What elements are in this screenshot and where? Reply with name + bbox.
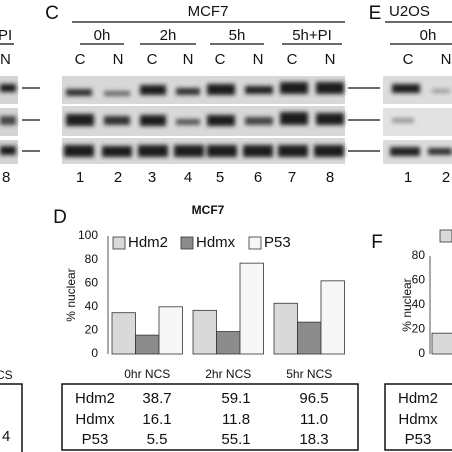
- y-axis-label: % nuclear: [400, 278, 414, 331]
- y-tick-label: 60: [412, 273, 426, 287]
- lane-number: 6: [254, 169, 262, 186]
- lane-number: 8: [2, 169, 10, 186]
- bar: [431, 332, 452, 355]
- timepoint-label: PI: [0, 27, 12, 44]
- y-tick-label: 40: [85, 299, 99, 313]
- table-cell: 5.5: [147, 431, 168, 448]
- timepoint-label: 5h+PI: [292, 27, 332, 44]
- table-cell: Hdm2: [75, 390, 115, 407]
- legend-swatch: [180, 236, 194, 250]
- panel-title: MCF7: [188, 3, 229, 20]
- bar: [135, 334, 160, 355]
- table-cell: P53: [82, 431, 109, 448]
- y-tick-label: 80: [412, 248, 426, 262]
- table-cell: 4: [2, 428, 10, 445]
- legend-label: Hdmx: [196, 234, 236, 251]
- lane-label: N: [113, 51, 124, 68]
- x-tick-label: 0hr NCS: [124, 367, 170, 381]
- table-frame: [0, 383, 23, 452]
- timepoint-label: 5h: [229, 27, 246, 44]
- lane-number: 1: [76, 169, 84, 186]
- lane-label: C: [147, 51, 158, 68]
- y-tick-label: 0: [91, 346, 98, 360]
- panel-letter: C: [45, 3, 59, 24]
- lane-label: N: [0, 51, 11, 68]
- panel-letter: E: [369, 3, 382, 24]
- connector-lines: [0, 21, 452, 152]
- y-tick-label: 20: [85, 323, 99, 337]
- table-frame: [384, 383, 452, 451]
- lane-label: N: [253, 51, 264, 68]
- table-cell: 11.0: [300, 411, 328, 428]
- table-cell: 38.7: [142, 390, 171, 407]
- lane-label: N: [325, 51, 336, 68]
- bar: [111, 312, 136, 355]
- table-cell: 96.5: [299, 390, 328, 407]
- bar: [320, 280, 345, 355]
- legend-swatch: [439, 229, 452, 243]
- y-tick-label: 20: [412, 322, 426, 336]
- y-tick-label: 80: [85, 252, 99, 266]
- table-cell: Hdmx: [398, 411, 438, 428]
- table-cell: Hdm2: [398, 390, 438, 407]
- lane-number: 7: [288, 169, 296, 186]
- legend-swatch: [248, 236, 262, 250]
- legend-label: P53: [264, 234, 291, 251]
- lane-number: 1: [404, 169, 412, 186]
- panel-letter: D: [53, 207, 67, 228]
- lane-number: 2: [114, 169, 122, 186]
- lane-label: N: [441, 51, 452, 68]
- table-frame: [61, 383, 359, 451]
- chart-title: MCF7: [192, 203, 225, 217]
- legend-label: Hdm2: [128, 234, 168, 251]
- y-axis-label: % nuclear: [64, 268, 78, 321]
- table-cell: 16.1: [142, 411, 171, 428]
- lane-number: 4: [184, 169, 192, 186]
- lane-number: 5: [216, 169, 224, 186]
- y-tick-label: 0: [418, 346, 425, 360]
- bar: [192, 309, 217, 355]
- bar: [273, 302, 298, 355]
- bar: [297, 321, 322, 355]
- bar: [158, 306, 183, 355]
- lane-label: C: [215, 51, 226, 68]
- timepoint-label: 0h: [94, 27, 111, 44]
- blot-bands: [0, 82, 452, 157]
- lane-label: N: [183, 51, 194, 68]
- y-tick-label: 60: [85, 275, 99, 289]
- y-tick-label: 40: [412, 297, 426, 311]
- lane-number: 8: [326, 169, 334, 186]
- lane-label: C: [403, 51, 414, 68]
- lane-number: 2: [442, 169, 450, 186]
- lane-number: 3: [148, 169, 156, 186]
- table-cell: Hdmx: [75, 411, 115, 428]
- bar: [216, 331, 241, 355]
- lane-label: C: [287, 51, 298, 68]
- x-tick-label: CS: [0, 368, 13, 382]
- table-cell: 11.8: [222, 411, 250, 428]
- table-cell: 59.1: [221, 390, 250, 407]
- x-tick-label: 5hr NCS: [286, 367, 332, 381]
- legend-swatch: [112, 236, 126, 250]
- panel-letter: F: [371, 232, 383, 253]
- lane-label: C: [75, 51, 86, 68]
- table-cell: 18.3: [299, 431, 328, 448]
- bar: [239, 262, 264, 355]
- y-tick-label: 100: [78, 228, 98, 242]
- table-cell: 55.1: [221, 431, 250, 448]
- panel-title: U2OS: [389, 3, 430, 20]
- timepoint-label: 2h: [160, 27, 177, 44]
- timepoint-label: 0h: [420, 27, 437, 44]
- x-tick-label: 2hr NCS: [205, 367, 251, 381]
- table-cell: P53: [405, 431, 432, 448]
